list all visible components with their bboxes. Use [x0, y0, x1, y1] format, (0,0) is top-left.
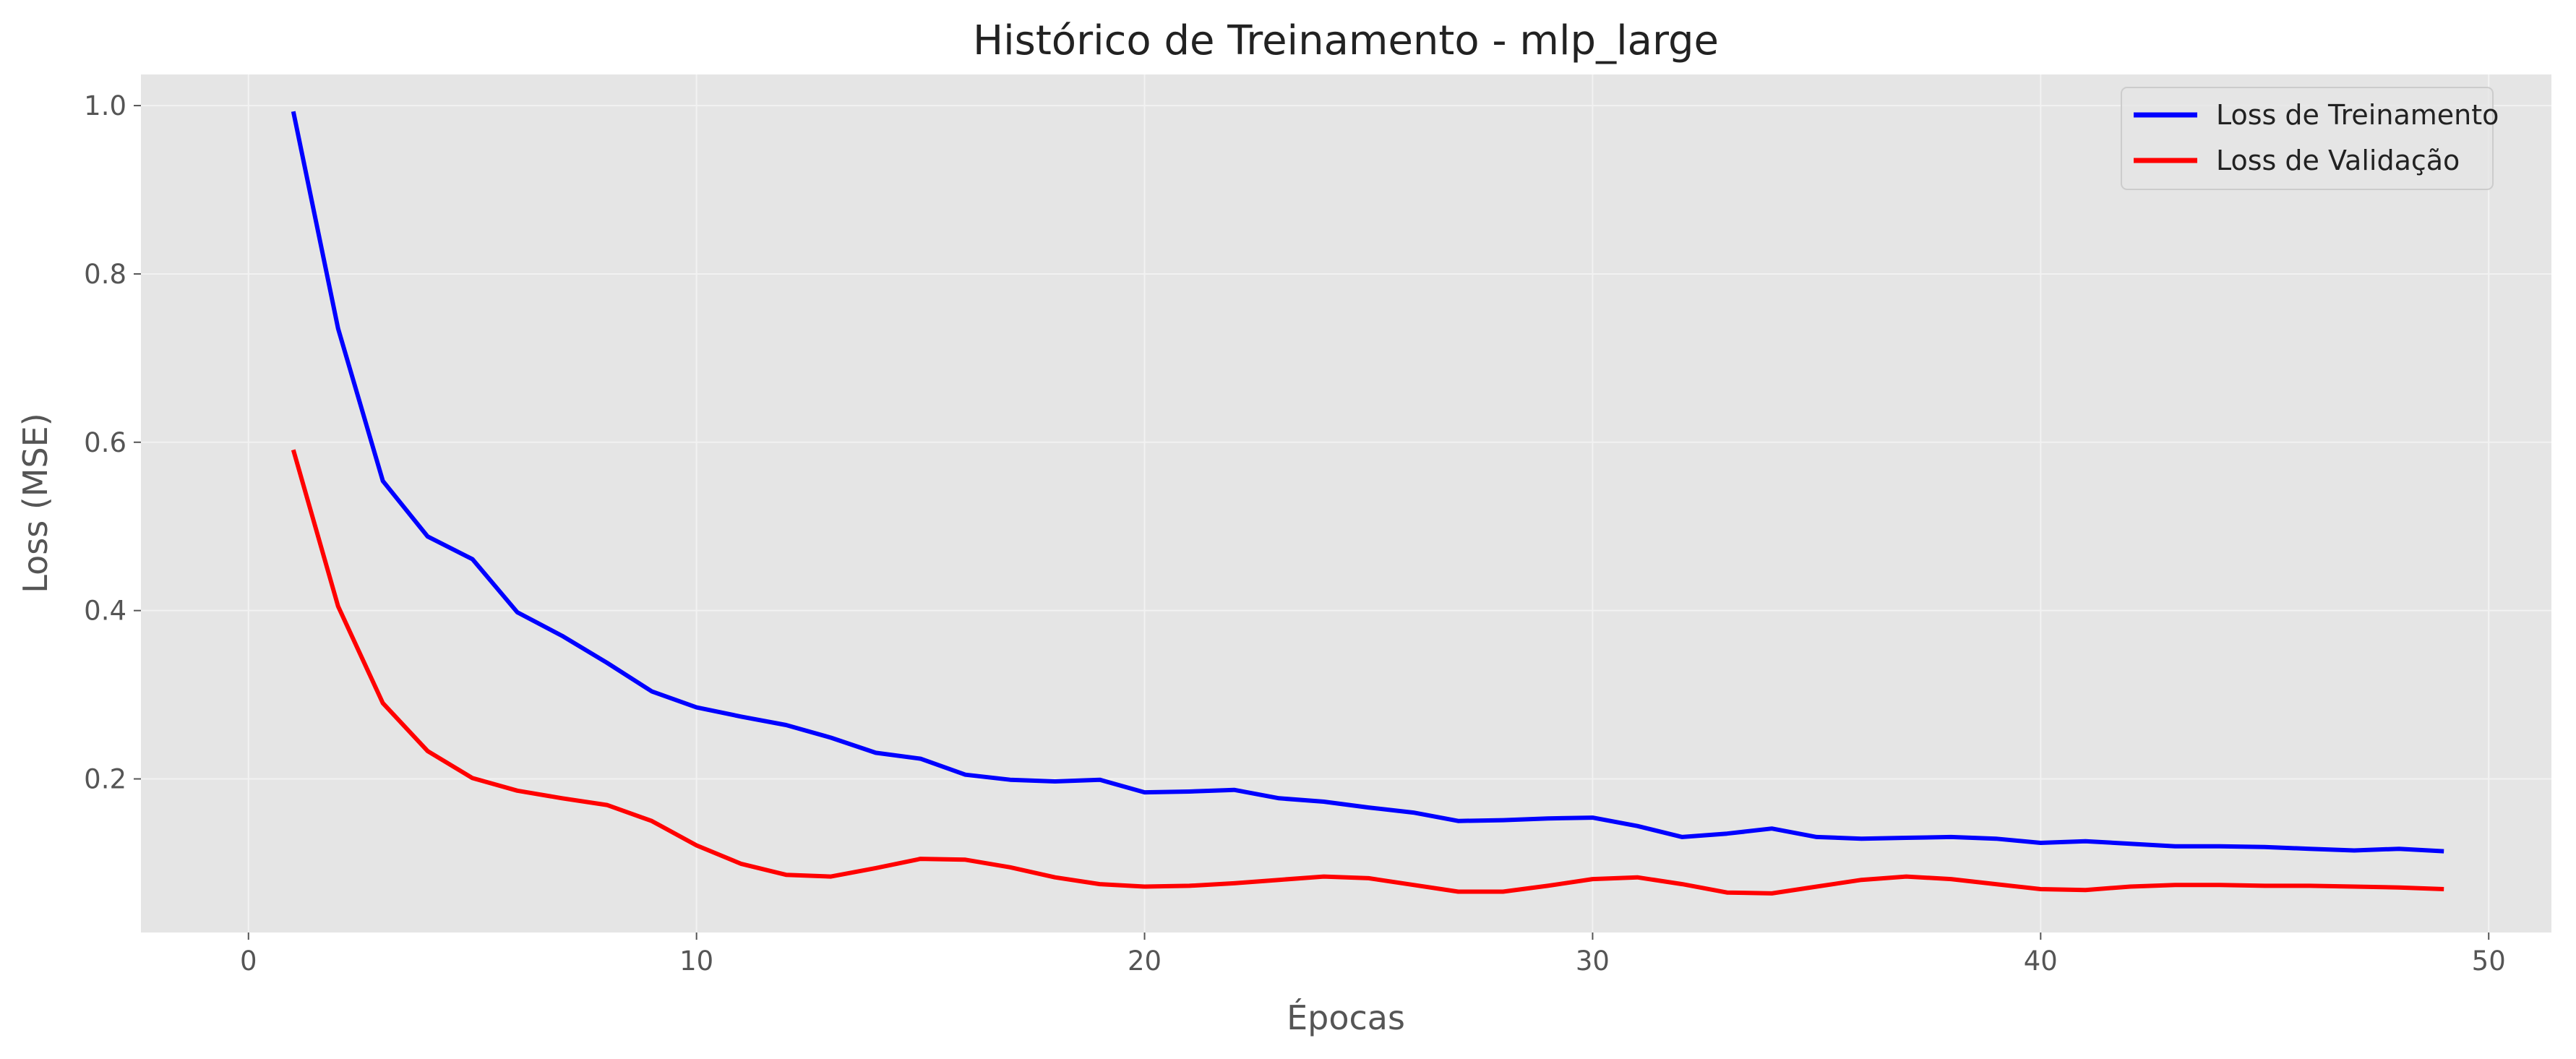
axis-ticks: 0 10 20 30 40 50 0.2 0.4 0.6 0.8 1.0 — [84, 90, 2506, 977]
legend-label-validation: Loss de Validação — [2216, 145, 2460, 176]
x-tick-label: 20 — [1128, 946, 1162, 977]
legend: Loss de Treinamento Loss de Validação — [2121, 87, 2499, 190]
x-tick-label: 40 — [2024, 946, 2058, 977]
y-tick-label: 0.6 — [84, 427, 126, 458]
y-tick-label: 0.4 — [84, 596, 126, 627]
y-axis-title: Loss (MSE) — [16, 413, 55, 593]
x-tick-label: 50 — [2472, 946, 2506, 977]
legend-label-train: Loss de Treinamento — [2216, 99, 2499, 131]
y-tick-label: 0.2 — [84, 764, 126, 795]
x-axis-title: Épocas — [1287, 998, 1405, 1037]
legend-box — [2121, 87, 2494, 190]
series-line-train — [291, 111, 2444, 854]
series-lines — [291, 111, 2444, 896]
x-tick-label: 10 — [679, 946, 713, 977]
x-tick-label: 30 — [1576, 946, 1610, 977]
series-line-validation — [291, 449, 2444, 896]
chart-title: Histórico de Treinamento - mlp_large — [973, 17, 1719, 64]
x-tick-label: 0 — [240, 946, 257, 977]
y-tick-label: 1.0 — [84, 90, 126, 121]
y-tick-label: 0.8 — [84, 259, 126, 290]
plot-background — [141, 74, 2551, 932]
